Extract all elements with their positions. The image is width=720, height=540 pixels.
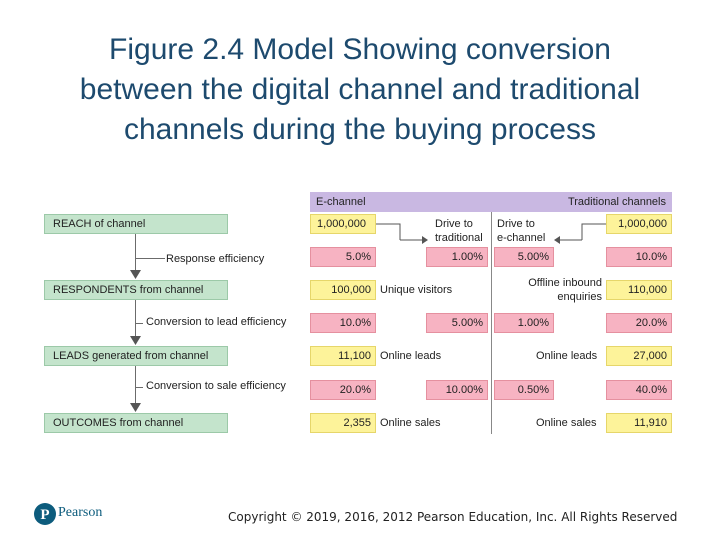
t-sale-efficiency-cell: 40.0% bbox=[606, 380, 672, 400]
outcomes-box: OUTCOMES from channel bbox=[44, 413, 228, 433]
online-sales-right-label: Online sales bbox=[536, 417, 597, 429]
e-leads-cell: 11,100 bbox=[310, 346, 376, 366]
drive-traditional-rate-cell: 1.00% bbox=[426, 247, 488, 267]
table-divider bbox=[491, 212, 492, 434]
drive-to-traditional-label: Drive to traditional bbox=[435, 218, 483, 244]
title-line-2: between the digital channel and traditio… bbox=[79, 73, 641, 106]
t-leads-cell: 27,000 bbox=[606, 346, 672, 366]
pearson-wordmark: Pearson bbox=[58, 505, 103, 520]
mid-sale-right-cell: 0.50% bbox=[494, 380, 554, 400]
t-outcomes-cell: 11,910 bbox=[606, 413, 672, 433]
efficiency-tick bbox=[135, 323, 143, 324]
drive-to-e-channel-label: Drive to e-channel bbox=[497, 218, 546, 244]
sale-efficiency-label: Conversion to sale efficiency bbox=[146, 380, 286, 392]
reach-box: REACH of channel bbox=[44, 214, 228, 234]
arrow-down-icon bbox=[130, 270, 141, 279]
funnel-connector bbox=[135, 234, 136, 278]
online-leads-left-label: Online leads bbox=[380, 350, 442, 362]
e-sale-efficiency-cell: 20.0% bbox=[310, 380, 376, 400]
e-reach-cell: 1,000,000 bbox=[310, 214, 376, 234]
e-channel-header: E-channel bbox=[310, 192, 492, 212]
mid-sale-left-cell: 10.00% bbox=[426, 380, 488, 400]
offline-inbound-label: Offline inbound enquiries bbox=[528, 277, 602, 303]
online-sales-left-label: Online sales bbox=[380, 417, 441, 429]
funnel-connector bbox=[135, 300, 136, 344]
e-respondents-cell: 100,000 bbox=[310, 280, 376, 300]
copyright-footer: Copyright © 2019, 2016, 2012 Pearson Edu… bbox=[228, 510, 678, 524]
pearson-logo: P Pearson bbox=[34, 502, 114, 531]
efficiency-tick bbox=[135, 258, 165, 259]
leads-box: LEADS generated from channel bbox=[44, 346, 228, 366]
traditional-channels-header: Traditional channels bbox=[492, 192, 672, 212]
arrow-down-icon bbox=[130, 336, 141, 345]
title-line-1: Figure 2.4 Model Showing conversion bbox=[109, 33, 611, 66]
response-efficiency-label: Response efficiency bbox=[166, 253, 265, 265]
t-respondents-cell: 110,000 bbox=[606, 280, 672, 300]
pearson-p-icon: P bbox=[34, 503, 56, 525]
e-outcomes-cell: 2,355 bbox=[310, 413, 376, 433]
respondents-box: RESPONDENTS from channel bbox=[44, 280, 228, 300]
t-reach-cell: 1,000,000 bbox=[606, 214, 672, 234]
drive-e-rate-cell: 5.00% bbox=[494, 247, 554, 267]
title-line-3: channels during the buying process bbox=[124, 113, 596, 146]
svg-text:P: P bbox=[40, 507, 49, 523]
drive-arrows bbox=[376, 223, 606, 244]
mid-lead-right-cell: 1.00% bbox=[494, 313, 554, 333]
lead-efficiency-label: Conversion to lead efficiency bbox=[146, 316, 287, 328]
e-lead-efficiency-cell: 10.0% bbox=[310, 313, 376, 333]
online-leads-right-label: Online leads bbox=[536, 350, 598, 362]
slide-title: Figure 2.4 Model Showing conversion betw… bbox=[20, 30, 700, 150]
arrow-down-icon bbox=[130, 403, 141, 412]
funnel-connector bbox=[135, 366, 136, 411]
efficiency-tick bbox=[135, 387, 143, 388]
e-response-cell: 5.0% bbox=[310, 247, 376, 267]
t-response-cell: 10.0% bbox=[606, 247, 672, 267]
unique-visitors-label: Unique visitors bbox=[380, 284, 453, 296]
mid-lead-left-cell: 5.00% bbox=[426, 313, 488, 333]
t-lead-efficiency-cell: 20.0% bbox=[606, 313, 672, 333]
